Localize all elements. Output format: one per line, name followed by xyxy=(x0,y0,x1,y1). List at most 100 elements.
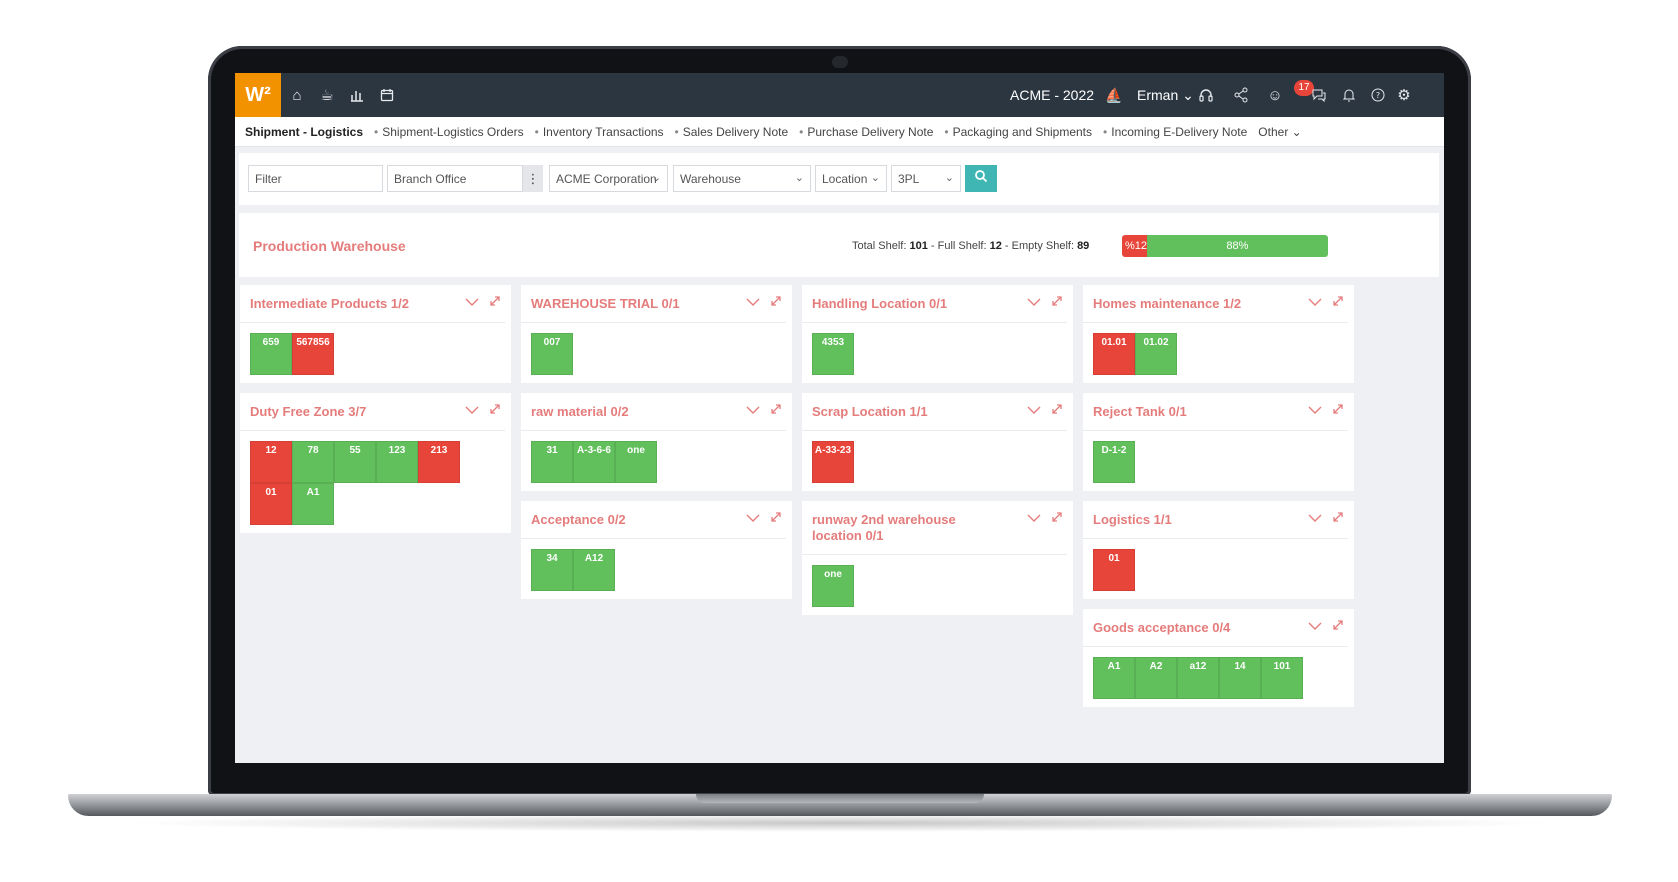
branch-office-field[interactable]: Branch Office xyxy=(387,165,523,192)
location-select[interactable]: Location ⌄ xyxy=(815,165,887,192)
filter-input[interactable]: Filter xyxy=(248,165,383,192)
shelf-empty[interactable]: one xyxy=(615,441,657,483)
chevron-down-icon[interactable] xyxy=(1308,295,1322,310)
company-selector[interactable]: ACME - 2022 xyxy=(1010,87,1095,103)
warehouse-select[interactable]: Warehouse ⌄ xyxy=(673,165,811,192)
chevron-down-icon[interactable] xyxy=(746,403,760,418)
chevron-down-icon[interactable] xyxy=(746,295,760,310)
shelf-full[interactable]: 01 xyxy=(250,483,292,525)
shelf-full[interactable]: 567856 xyxy=(292,333,334,375)
chevron-down-icon[interactable] xyxy=(1027,511,1041,526)
expand-icon[interactable] xyxy=(770,403,782,418)
expand-icon[interactable] xyxy=(1332,511,1344,526)
chat-icon[interactable] xyxy=(1309,85,1329,105)
chevron-down-icon[interactable] xyxy=(465,295,479,310)
expand-icon[interactable] xyxy=(770,295,782,310)
chevron-down-icon[interactable] xyxy=(1308,619,1322,634)
shelf-empty[interactable]: 01.02 xyxy=(1135,333,1177,375)
expand-icon[interactable] xyxy=(1051,511,1063,526)
menu-item-shipment-logistics-orders[interactable]: • Shipment-Logistics Orders xyxy=(374,124,524,139)
menu-item-shipment-logistics[interactable]: Shipment - Logistics xyxy=(245,124,364,139)
card-actions xyxy=(465,403,501,418)
expand-icon[interactable] xyxy=(489,295,501,310)
shelf-empty[interactable]: 101 xyxy=(1261,657,1303,699)
shelf-empty[interactable]: 78 xyxy=(292,441,334,483)
headset-icon[interactable] xyxy=(1196,85,1216,105)
location-title[interactable]: Reject Tank 0/1 xyxy=(1093,404,1187,419)
shelf-full[interactable]: 01.01 xyxy=(1093,333,1135,375)
app-logo[interactable]: W² xyxy=(235,73,281,117)
share-icon[interactable] xyxy=(1231,85,1251,105)
expand-icon[interactable] xyxy=(489,403,501,418)
branch-options-icon[interactable]: ⋮ xyxy=(523,165,543,192)
shelf-empty[interactable]: a12 xyxy=(1177,657,1219,699)
shelf-full[interactable]: 12 xyxy=(250,441,292,483)
shelf-full[interactable]: A-33-23 xyxy=(812,441,854,483)
laptop-notch xyxy=(696,794,984,803)
calendar-icon[interactable] xyxy=(377,85,397,105)
location-title[interactable]: Goods acceptance 0/4 xyxy=(1093,620,1231,635)
expand-icon[interactable] xyxy=(1332,295,1344,310)
shelf-empty[interactable]: A-3-6-6 xyxy=(573,441,615,483)
shelf-empty[interactable]: D-1-2 xyxy=(1093,441,1135,483)
user-name: Erman xyxy=(1137,87,1179,103)
chevron-down-icon[interactable] xyxy=(1027,403,1041,418)
shelf-empty[interactable]: 31 xyxy=(531,441,573,483)
menu-item-purchase-delivery-note[interactable]: • Purchase Delivery Note xyxy=(799,124,934,139)
smiley-icon[interactable]: ☺ xyxy=(1267,86,1283,104)
chevron-down-icon[interactable] xyxy=(1308,511,1322,526)
user-menu[interactable]: Erman ⌄ xyxy=(1137,87,1194,103)
location-title[interactable]: WAREHOUSE TRIAL 0/1 xyxy=(531,296,680,311)
menu-item-other[interactable]: Other ⌄ xyxy=(1258,124,1302,139)
shelf-empty[interactable]: one xyxy=(812,565,854,607)
location-title[interactable]: Duty Free Zone 3/7 xyxy=(250,404,367,419)
shelf-empty[interactable]: A1 xyxy=(1093,657,1135,699)
card-actions xyxy=(746,295,782,310)
company-select[interactable]: ACME Corporation ⌄ xyxy=(549,165,668,192)
shelf-full[interactable]: 213 xyxy=(418,441,460,483)
location-card: Acceptance 0/2 34 A12 xyxy=(521,501,792,599)
location-card: raw material 0/2 31 A-3-6-6 one xyxy=(521,393,792,491)
location-title[interactable]: runway 2nd warehouse location 0/1 xyxy=(812,512,956,543)
3pl-select[interactable]: 3PL ⌄ xyxy=(891,165,961,192)
shelf-empty[interactable]: A12 xyxy=(573,549,615,591)
shelf-empty[interactable]: 123 xyxy=(376,441,418,483)
chevron-down-icon[interactable] xyxy=(1308,403,1322,418)
shelf-empty[interactable]: 007 xyxy=(531,333,573,375)
location-title[interactable]: raw material 0/2 xyxy=(531,404,629,419)
menu-item-incoming-e-delivery[interactable]: • Incoming E-Delivery Note xyxy=(1103,124,1248,139)
shelf-full[interactable]: 01 xyxy=(1093,549,1135,591)
location-title[interactable]: Acceptance 0/2 xyxy=(531,512,626,527)
expand-icon[interactable] xyxy=(1332,403,1344,418)
expand-icon[interactable] xyxy=(1332,619,1344,634)
search-button[interactable] xyxy=(965,165,997,192)
location-title[interactable]: Scrap Location 1/1 xyxy=(812,404,928,419)
shelf-empty[interactable]: 659 xyxy=(250,333,292,375)
location-title[interactable]: Intermediate Products 1/2 xyxy=(250,296,409,311)
menu-item-inventory-transactions[interactable]: • Inventory Transactions xyxy=(534,124,664,139)
location-title[interactable]: Homes maintenance 1/2 xyxy=(1093,296,1242,311)
expand-icon[interactable] xyxy=(1051,295,1063,310)
expand-icon[interactable] xyxy=(1051,403,1063,418)
shelf-empty[interactable]: 55 xyxy=(334,441,376,483)
chevron-down-icon[interactable] xyxy=(746,511,760,526)
shelf-empty[interactable]: A1 xyxy=(292,483,334,525)
help-icon[interactable]: ? xyxy=(1368,85,1388,105)
card-actions xyxy=(465,295,501,310)
coffee-icon[interactable]: ☕ xyxy=(320,87,334,104)
bell-icon[interactable] xyxy=(1339,85,1359,105)
expand-icon[interactable] xyxy=(770,511,782,526)
gear-icon[interactable]: ⚙ xyxy=(1397,87,1411,104)
shelf-empty[interactable]: 4353 xyxy=(812,333,854,375)
chevron-down-icon[interactable] xyxy=(465,403,479,418)
bar-chart-icon[interactable] xyxy=(347,85,367,105)
location-title[interactable]: Handling Location 0/1 xyxy=(812,296,948,311)
shelf-empty[interactable]: 34 xyxy=(531,549,573,591)
chevron-down-icon[interactable] xyxy=(1027,295,1041,310)
home-icon[interactable]: ⌂ xyxy=(292,86,302,104)
shelf-empty[interactable]: A2 xyxy=(1135,657,1177,699)
menu-item-sales-delivery-note[interactable]: • Sales Delivery Note xyxy=(674,124,789,139)
location-title[interactable]: Logistics 1/1 xyxy=(1093,512,1172,527)
shelf-empty[interactable]: 14 xyxy=(1219,657,1261,699)
menu-item-packaging-shipments[interactable]: • Packaging and Shipments xyxy=(944,124,1093,139)
